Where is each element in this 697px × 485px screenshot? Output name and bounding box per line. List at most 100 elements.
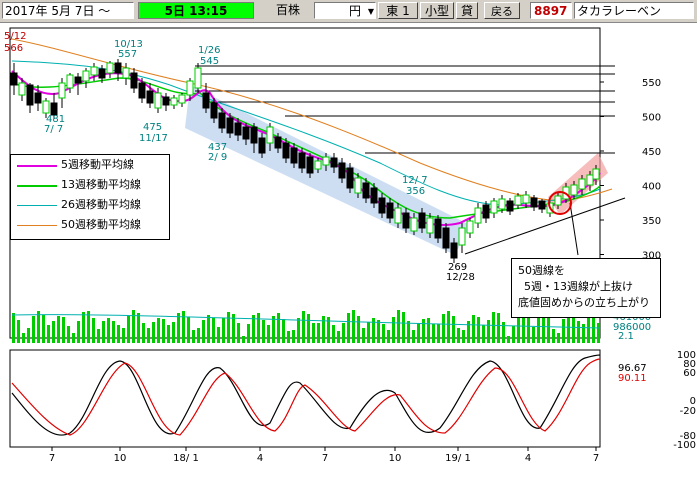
volume-bar <box>67 326 70 343</box>
candle-body <box>458 227 466 246</box>
oscillator-tick-label: 80 <box>683 359 696 370</box>
legend-label-ma50: 50週移動平均線 <box>61 218 141 231</box>
volume-bar <box>157 318 160 343</box>
x-tick-label: 4 <box>525 453 531 464</box>
volume-bar <box>337 331 340 343</box>
period-field[interactable]: 5日 13:15 <box>138 2 254 19</box>
volume-bar <box>257 313 260 343</box>
candle-body <box>234 122 242 136</box>
candle-body <box>18 82 26 96</box>
candle-body <box>298 152 306 169</box>
candle-body <box>154 92 162 109</box>
volume-bar <box>327 317 330 343</box>
price-annotation: 1/26 <box>198 45 220 56</box>
candle-body <box>162 96 170 106</box>
volume-bar <box>267 325 270 343</box>
volume-bar <box>82 312 85 343</box>
candle-body <box>442 227 450 249</box>
volume-bar <box>127 316 130 343</box>
volume-bar <box>182 311 185 343</box>
volume-bar <box>42 315 45 343</box>
candle-body <box>34 92 42 104</box>
volume-bar <box>272 316 275 343</box>
breakout-band <box>548 153 608 215</box>
lending-button[interactable]: 貸 <box>456 2 478 19</box>
candle-body <box>250 126 258 144</box>
volume-bar <box>162 319 165 343</box>
volume-bar <box>287 331 290 343</box>
volume-bar <box>167 325 170 343</box>
market-button[interactable]: 東 1 <box>378 2 418 19</box>
volume-bar <box>397 310 400 343</box>
back-button[interactable]: 戻る <box>484 2 520 19</box>
price-tick-label: 300 <box>642 251 661 262</box>
candle-body <box>50 102 58 116</box>
candle-body <box>122 67 130 79</box>
volume-bar <box>362 328 365 343</box>
volume-bar <box>17 320 20 343</box>
volume-bar <box>217 327 220 343</box>
candle-body <box>578 178 586 190</box>
candle-body <box>554 195 562 206</box>
volume-bar <box>387 330 390 343</box>
volume-bar <box>242 336 245 343</box>
volume-bar <box>72 333 75 343</box>
volume-bar <box>447 311 450 343</box>
candle-body <box>538 200 546 210</box>
volume-bar <box>177 313 180 343</box>
candle-body <box>450 242 458 259</box>
volume-bar <box>577 321 580 343</box>
currency-value: 円 <box>348 4 361 18</box>
candle-body <box>170 97 178 106</box>
volume-bar <box>457 328 460 343</box>
candle-body <box>74 76 82 84</box>
volume-bar <box>147 328 150 343</box>
volume-bar <box>582 324 585 343</box>
currency-select[interactable]: 円 ▼ <box>314 2 376 19</box>
volume-bar <box>112 321 115 343</box>
candle-body <box>194 67 202 89</box>
price-tick-label: 350 <box>642 216 661 227</box>
size-button[interactable]: 小型 <box>420 2 454 19</box>
candle-body <box>530 197 538 208</box>
volume-bar <box>87 311 90 343</box>
volume-bar <box>197 328 200 343</box>
candle-body <box>418 212 426 229</box>
candle-body <box>202 92 210 109</box>
volume-bar <box>132 310 135 343</box>
volume-bar <box>37 311 40 343</box>
volume-bar <box>77 321 80 343</box>
oscillator-tick-label: -80 <box>680 431 696 442</box>
price-annotation: 12/28 <box>446 272 475 283</box>
candle-body <box>98 68 106 79</box>
volume-bar <box>307 314 310 343</box>
volume-average-line <box>11 314 601 329</box>
chart-area[interactable]: 550 500 450 400 350 300 5/12 566 10/13 557 1/26 545… <box>0 23 697 485</box>
oscillator-tick-label: -100 <box>673 440 696 451</box>
candle-body <box>210 102 218 119</box>
volume-bar <box>382 324 385 343</box>
candle-body <box>306 156 314 174</box>
volume-bar <box>317 323 320 343</box>
volume-bar <box>432 324 435 343</box>
legend-label-ma5: 5週移動平均線 <box>61 158 134 171</box>
legend-item-ma50: 50週移動平均線 <box>11 215 169 235</box>
price-annotation: 12/ 7 <box>402 175 428 186</box>
volume-bar <box>332 325 335 343</box>
date-field[interactable]: 2017年 5月 7日 ～ <box>2 2 134 19</box>
candle-body <box>186 80 194 96</box>
volume-bar <box>202 320 205 343</box>
volume-bar <box>232 314 235 343</box>
volume-bar <box>502 322 505 343</box>
annotation-line-2: 5週・13週線が上抜け <box>524 280 633 293</box>
volume-bar <box>372 318 375 343</box>
volume-bar <box>402 312 405 343</box>
price-annotation: 566 <box>4 43 23 54</box>
candle-body <box>466 220 474 234</box>
stock-code[interactable]: 8897 <box>530 2 572 19</box>
candle-body <box>42 100 50 114</box>
candle-body <box>58 82 66 99</box>
price-tick-label: 400 <box>642 182 661 193</box>
candle-body <box>354 177 362 194</box>
